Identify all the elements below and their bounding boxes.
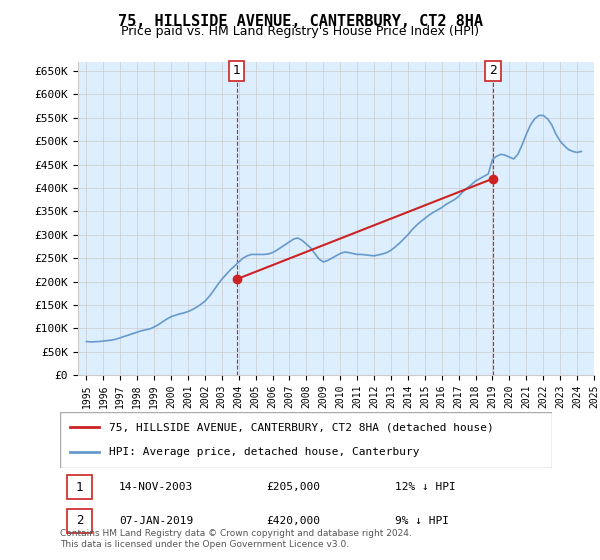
Text: 1: 1 (233, 64, 241, 77)
Text: 75, HILLSIDE AVENUE, CANTERBURY, CT2 8HA (detached house): 75, HILLSIDE AVENUE, CANTERBURY, CT2 8HA… (109, 422, 494, 432)
Text: Contains HM Land Registry data © Crown copyright and database right 2024.
This d: Contains HM Land Registry data © Crown c… (60, 529, 412, 549)
FancyBboxPatch shape (67, 508, 92, 533)
Text: 07-JAN-2019: 07-JAN-2019 (119, 516, 193, 526)
Text: £420,000: £420,000 (266, 516, 320, 526)
Text: 9% ↓ HPI: 9% ↓ HPI (395, 516, 449, 526)
FancyBboxPatch shape (60, 412, 552, 468)
Text: 75, HILLSIDE AVENUE, CANTERBURY, CT2 8HA: 75, HILLSIDE AVENUE, CANTERBURY, CT2 8HA (118, 14, 482, 29)
Text: 12% ↓ HPI: 12% ↓ HPI (395, 482, 455, 492)
Text: 1: 1 (76, 480, 83, 494)
FancyBboxPatch shape (67, 475, 92, 500)
Text: 2: 2 (76, 514, 83, 528)
Text: HPI: Average price, detached house, Canterbury: HPI: Average price, detached house, Cant… (109, 447, 420, 457)
Text: £205,000: £205,000 (266, 482, 320, 492)
Text: 2: 2 (489, 64, 497, 77)
Text: 14-NOV-2003: 14-NOV-2003 (119, 482, 193, 492)
Text: Price paid vs. HM Land Registry's House Price Index (HPI): Price paid vs. HM Land Registry's House … (121, 25, 479, 38)
